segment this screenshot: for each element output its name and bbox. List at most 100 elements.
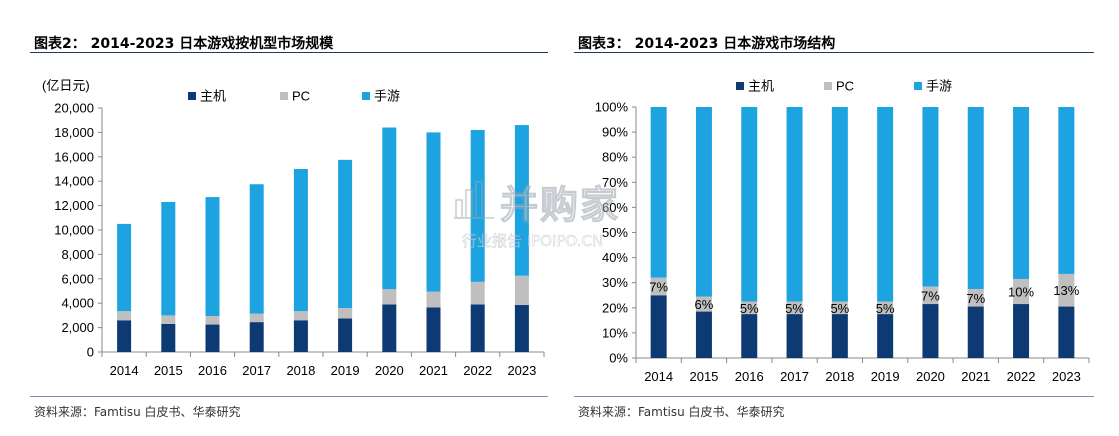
left-x-tick-label: 2017: [242, 363, 271, 378]
right-y-tick-label: 20%: [602, 300, 628, 315]
right-x-tick-label: 2022: [1007, 369, 1036, 384]
left-x-tick-label: 2015: [154, 363, 183, 378]
right-x-tick-label: 2018: [825, 369, 854, 384]
left-x-tick-label: 2014: [110, 363, 139, 378]
left-legend-swatch: [362, 92, 370, 100]
left-bar-pc: [117, 311, 132, 321]
left-y-tick-label: 14,000: [54, 174, 94, 189]
right-bar-mobile: [831, 107, 848, 302]
left-legend-label: PC: [292, 89, 310, 104]
left-y-tick-label: 6,000: [61, 271, 94, 286]
left-bar-pc: [293, 311, 308, 321]
left-bar-mobile: [470, 129, 485, 282]
left-bar-console: [249, 322, 264, 352]
left-bar-console: [470, 304, 485, 352]
left-bar-console: [117, 320, 132, 352]
right-bar-pc: [967, 288, 984, 307]
right-x-tick-label: 2023: [1052, 369, 1081, 384]
right-bar-console: [922, 304, 939, 358]
right-legend-label: 手游: [926, 79, 952, 94]
right-y-tick-label: 60%: [602, 200, 628, 215]
right-bar-pc: [650, 277, 667, 296]
right-y-tick-label: 70%: [602, 175, 628, 190]
right-bar-console: [967, 306, 984, 358]
right-bar-mobile: [650, 107, 667, 278]
right-chart-title: 图表3： 2014-2023 日本游戏市场结构: [578, 36, 836, 52]
right-bar-console: [1013, 304, 1030, 358]
left-bar-pc: [205, 316, 220, 325]
left-bar-console: [205, 324, 220, 352]
left-stacked-bar-chart: 0 2,000 4,000 6,000 8,000 10,000 12,000 14,000 1…: [42, 78, 545, 378]
left-bar-console: [293, 320, 308, 352]
left-legend-swatch: [188, 92, 196, 100]
left-x-tick-label: 2016: [198, 363, 227, 378]
left-bar-console: [161, 323, 176, 352]
left-title-rule: [30, 52, 548, 53]
right-pc-data-label: 5%: [876, 301, 895, 316]
left-x-tick-label: 2023: [507, 363, 536, 378]
left-y-tick-label: 4,000: [61, 296, 94, 311]
left-bar-mobile: [293, 169, 308, 312]
right-x-tick-label: 2020: [916, 369, 945, 384]
right-y-tick-label: 100%: [595, 100, 629, 115]
left-y-tick-label: 8,000: [61, 247, 94, 262]
right-bar-mobile: [922, 107, 939, 287]
right-source-rule: [574, 396, 1094, 397]
right-legend-label: PC: [836, 79, 854, 94]
right-bar-mobile: [1013, 107, 1030, 279]
left-x-tick-label: 2019: [331, 363, 360, 378]
right-pc-data-label: 5%: [740, 301, 759, 316]
left-bar-pc: [338, 308, 353, 319]
right-bar-mobile: [967, 107, 984, 289]
left-bar-mobile: [338, 159, 353, 309]
left-bar-mobile: [117, 223, 132, 312]
left-bar-console: [382, 304, 397, 352]
right-bar-pc: [695, 296, 712, 312]
left-x-tick-label: 2020: [375, 363, 404, 378]
right-legend-swatch: [824, 82, 832, 90]
right-bar-pc: [831, 301, 848, 315]
right-bar-mobile: [1058, 107, 1075, 274]
left-y-tick-label: 10,000: [54, 223, 94, 238]
left-legend-swatch: [280, 92, 288, 100]
left-legend-label: 主机: [200, 89, 226, 104]
right-bar-console: [786, 314, 803, 358]
right-x-tick-label: 2015: [689, 369, 718, 384]
left-y-tick-label: 18,000: [54, 125, 94, 140]
left-bar-mobile: [514, 125, 529, 276]
right-x-tick-label: 2016: [735, 369, 764, 384]
right-pc-data-label: 13%: [1053, 283, 1079, 298]
right-y-tick-label: 40%: [602, 250, 628, 265]
right-pc-data-label: 5%: [785, 301, 804, 316]
right-bar-pc: [786, 301, 803, 315]
right-bar-mobile: [786, 107, 803, 302]
right-bar-pc: [1058, 273, 1075, 307]
right-legend-swatch: [914, 82, 922, 90]
left-bar-pc: [382, 289, 397, 305]
right-pc-data-label: 5%: [830, 301, 849, 316]
left-source-note: 资料来源：Famtisu 白皮书、华泰研究: [34, 405, 241, 419]
right-bar-console: [831, 314, 848, 358]
left-bar-pc: [161, 315, 176, 324]
left-bar-pc: [249, 313, 264, 323]
right-bar-pc: [877, 301, 894, 315]
left-source-rule: [30, 396, 548, 397]
left-bar-pc: [470, 281, 485, 305]
right-title-rule: [574, 52, 1094, 53]
left-bar-console: [514, 305, 529, 352]
right-x-tick-label: 2017: [780, 369, 809, 384]
left-y-tick-label: 2,000: [61, 320, 94, 335]
right-bar-console: [650, 295, 667, 358]
right-bar-pc: [1013, 278, 1030, 305]
left-legend-label: 手游: [374, 89, 400, 104]
right-bar-mobile: [741, 107, 758, 302]
left-y-tick-label: 12,000: [54, 198, 94, 213]
right-pc-data-label: 7%: [649, 279, 668, 294]
right-y-tick-label: 80%: [602, 150, 628, 165]
right-legend-swatch: [736, 82, 744, 90]
left-bar-mobile: [426, 132, 441, 292]
right-pc-data-label: 10%: [1008, 284, 1034, 299]
right-bar-mobile: [695, 107, 712, 297]
right-y-tick-label: 90%: [602, 125, 628, 140]
left-chart-title: 图表2： 2014-2023 日本游戏按机型市场规模: [34, 36, 334, 52]
